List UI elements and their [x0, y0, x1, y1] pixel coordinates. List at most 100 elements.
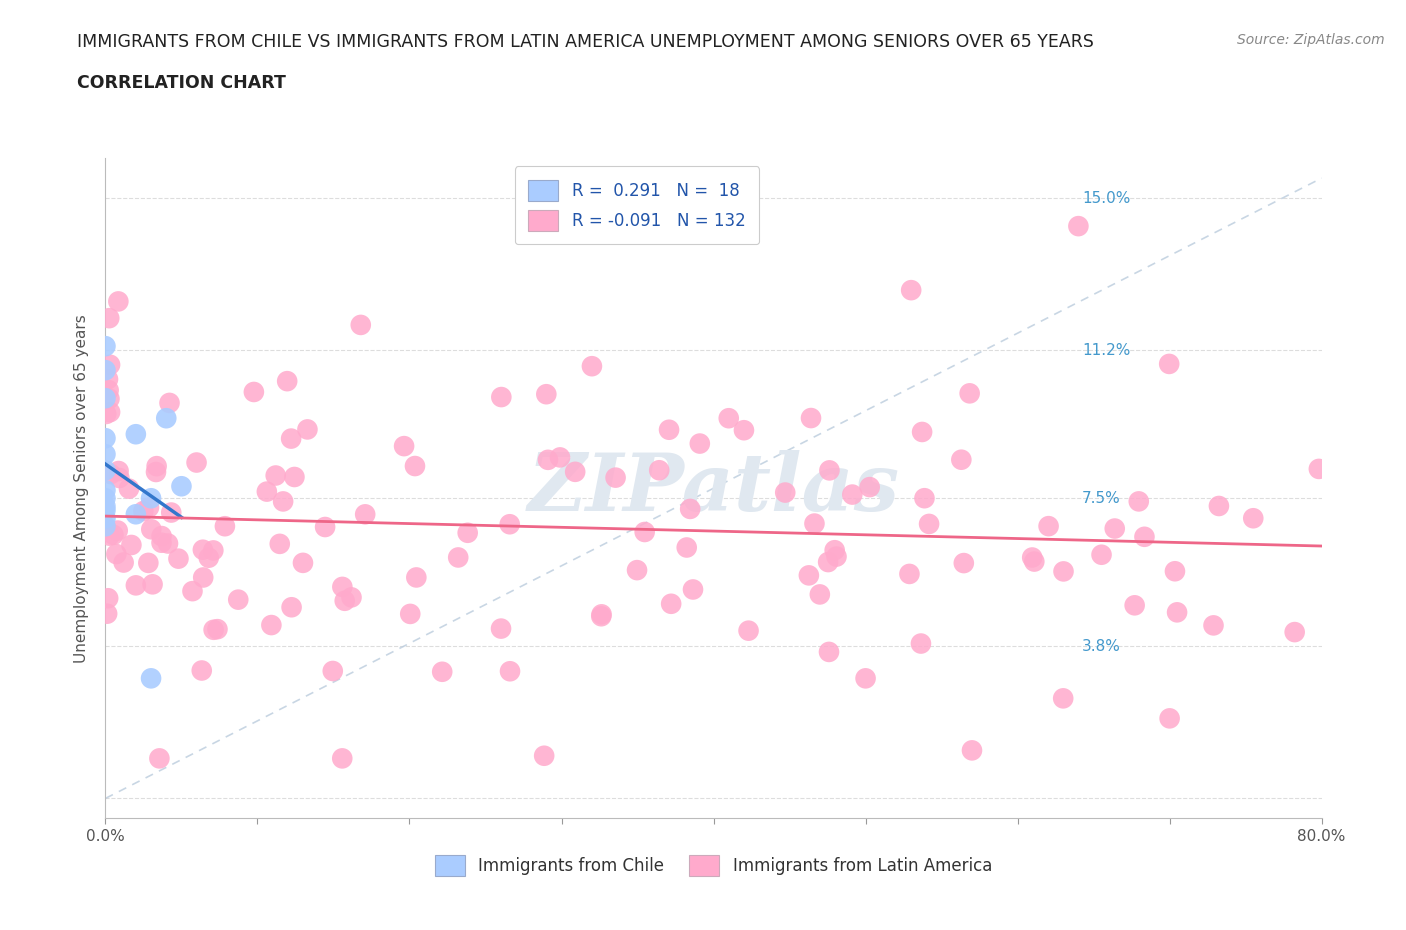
Point — [581, 359, 603, 374]
Point — [405, 570, 427, 585]
Point — [818, 463, 841, 478]
Point — [94, 483, 117, 498]
Text: 11.2%: 11.2% — [1083, 342, 1130, 358]
Point — [537, 452, 560, 467]
Point — [94, 498, 117, 513]
Text: 7.5%: 7.5% — [1083, 491, 1121, 506]
Point — [132, 504, 155, 519]
Point — [256, 485, 278, 499]
Point — [191, 542, 214, 557]
Point — [322, 663, 344, 678]
Point — [148, 751, 170, 765]
Point — [330, 751, 353, 765]
Point — [818, 644, 841, 659]
Point — [170, 479, 193, 494]
Point — [142, 577, 165, 591]
Point — [914, 491, 936, 506]
Point — [202, 543, 225, 558]
Point — [138, 555, 160, 570]
Point — [1067, 219, 1090, 233]
Point — [399, 606, 422, 621]
Point — [155, 411, 177, 426]
Point — [659, 596, 682, 611]
Point — [591, 609, 613, 624]
Point — [190, 663, 212, 678]
Point — [97, 372, 120, 387]
Text: 15.0%: 15.0% — [1083, 191, 1130, 206]
Point — [800, 411, 823, 426]
Point — [658, 422, 681, 437]
Point — [156, 536, 179, 551]
Point — [141, 522, 163, 537]
Point — [1128, 494, 1150, 509]
Point — [1052, 691, 1074, 706]
Point — [314, 520, 336, 535]
Point — [186, 455, 208, 470]
Point — [118, 481, 141, 496]
Point — [898, 566, 921, 581]
Point — [125, 507, 148, 522]
Point — [264, 468, 287, 483]
Point — [675, 540, 697, 555]
Point — [160, 505, 183, 520]
Point — [167, 551, 190, 566]
Point — [1021, 550, 1043, 565]
Point — [105, 547, 128, 562]
Point — [918, 516, 941, 531]
Point — [1308, 461, 1330, 476]
Point — [1241, 511, 1264, 525]
Point — [817, 554, 839, 569]
Legend: Immigrants from Chile, Immigrants from Latin America: Immigrants from Chile, Immigrants from L… — [429, 848, 998, 883]
Point — [1052, 564, 1074, 578]
Point — [98, 311, 121, 325]
Point — [1159, 711, 1181, 725]
Point — [797, 568, 820, 583]
Point — [107, 523, 129, 538]
Point — [432, 664, 454, 679]
Point — [94, 391, 117, 405]
Point — [94, 463, 117, 478]
Y-axis label: Unemployment Among Seniors over 65 years: Unemployment Among Seniors over 65 years — [75, 314, 90, 662]
Point — [605, 471, 627, 485]
Point — [202, 622, 225, 637]
Point — [94, 491, 117, 506]
Point — [392, 439, 415, 454]
Point — [181, 584, 204, 599]
Point — [533, 749, 555, 764]
Point — [1123, 598, 1146, 613]
Point — [404, 458, 426, 473]
Point — [94, 446, 117, 461]
Point — [808, 587, 831, 602]
Point — [591, 607, 613, 622]
Point — [911, 424, 934, 439]
Point — [125, 578, 148, 592]
Point — [536, 387, 558, 402]
Point — [859, 480, 882, 495]
Point — [1090, 547, 1112, 562]
Text: CORRELATION CHART: CORRELATION CHART — [77, 74, 287, 92]
Point — [773, 485, 796, 500]
Point — [159, 395, 181, 410]
Point — [291, 555, 314, 570]
Point — [910, 636, 932, 651]
Point — [354, 507, 377, 522]
Point — [100, 467, 122, 482]
Point — [564, 464, 586, 479]
Text: ZIPatlas: ZIPatlas — [527, 449, 900, 527]
Point — [491, 390, 513, 405]
Point — [689, 436, 711, 451]
Point — [634, 525, 657, 539]
Point — [682, 582, 704, 597]
Point — [150, 528, 173, 543]
Point — [98, 528, 121, 543]
Point — [332, 579, 354, 594]
Point — [94, 511, 117, 525]
Point — [1104, 521, 1126, 536]
Point — [803, 516, 825, 531]
Point — [333, 593, 356, 608]
Point — [952, 555, 974, 570]
Point — [112, 555, 135, 570]
Point — [125, 427, 148, 442]
Point — [103, 527, 125, 542]
Point — [207, 622, 229, 637]
